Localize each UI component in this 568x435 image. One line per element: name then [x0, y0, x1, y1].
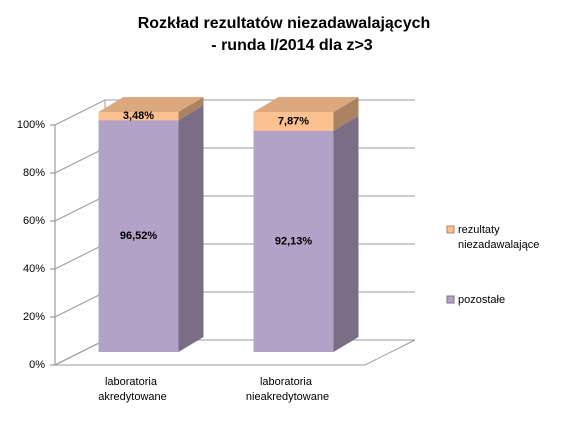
bar — [98, 120, 179, 353]
value-label: 7,87% — [278, 115, 309, 127]
x-tick-label: laboratoria nieakredytowane — [246, 376, 329, 403]
bar-side — [178, 105, 204, 353]
bar-side — [178, 97, 204, 121]
value-label: 92,13% — [275, 235, 313, 247]
chart-title: - runda I/2014 dla z>3 — [211, 37, 373, 54]
legend-swatch — [446, 295, 455, 304]
bar-top — [98, 97, 204, 112]
y-tick-label: 20% — [23, 311, 45, 323]
legend-label: rezultaty niezadawalające — [458, 224, 539, 251]
bar — [253, 112, 334, 131]
y-tick-label: 40% — [23, 263, 45, 275]
bar-top — [253, 97, 359, 112]
bar — [98, 112, 179, 121]
bar-side — [333, 97, 359, 131]
y-tick-label: 0% — [29, 359, 45, 371]
bar — [253, 130, 334, 352]
y-tick-label: 100% — [17, 119, 45, 131]
x-tick-label: laboratoria akredytowane — [98, 376, 167, 403]
bar-side — [333, 115, 359, 352]
legend-label: pozostałe — [458, 294, 505, 306]
value-label: 3,48% — [123, 110, 154, 122]
legend-swatch — [446, 225, 455, 234]
value-label: 96,52% — [120, 230, 158, 242]
chart-title: Rozkład rezultatów niezadawalających — [138, 15, 431, 32]
y-tick-label: 80% — [23, 167, 45, 179]
y-tick-label: 60% — [23, 215, 45, 227]
